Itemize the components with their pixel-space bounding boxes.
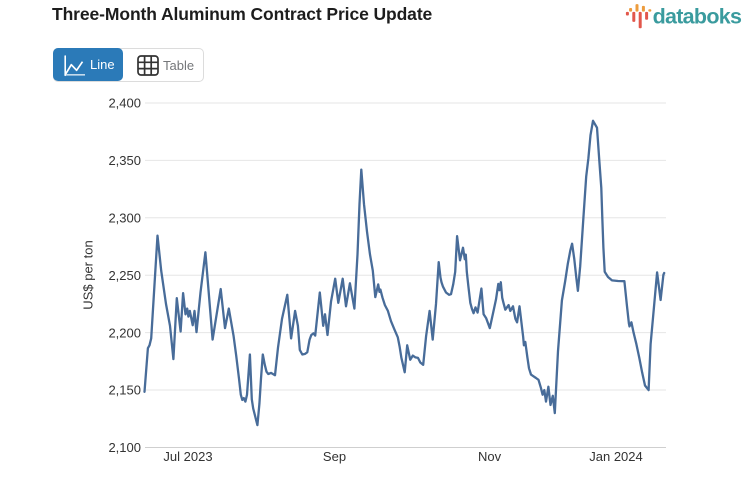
svg-text:2,400: 2,400 — [108, 96, 141, 111]
svg-text:2,100: 2,100 — [108, 440, 141, 455]
svg-text:2,300: 2,300 — [108, 211, 141, 226]
svg-text:Jan 2024: Jan 2024 — [589, 449, 643, 464]
svg-text:2,200: 2,200 — [108, 325, 141, 340]
svg-text:2,350: 2,350 — [108, 153, 141, 168]
svg-text:2,150: 2,150 — [108, 383, 141, 398]
svg-text:Sep: Sep — [323, 449, 346, 464]
svg-text:2,250: 2,250 — [108, 268, 141, 283]
svg-text:databoks: databoks — [653, 4, 742, 28]
svg-text:Jul 2023: Jul 2023 — [163, 449, 212, 464]
svg-text:US$ per ton: US$ per ton — [80, 240, 95, 309]
svg-text:Nov: Nov — [478, 449, 502, 464]
